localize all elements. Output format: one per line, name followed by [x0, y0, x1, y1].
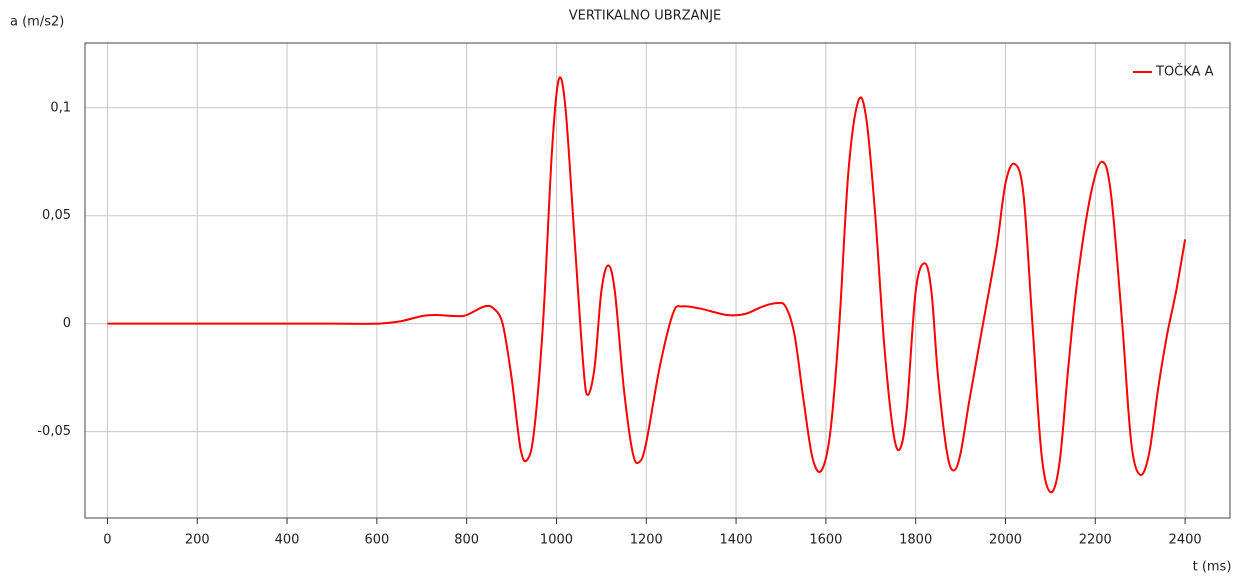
x-tick-label: 600: [364, 533, 389, 548]
x-tick-label: 1200: [630, 533, 663, 548]
data-line: [107, 76, 1187, 494]
x-tick-label: 2000: [989, 533, 1022, 548]
legend-label: TOČKA A: [1155, 64, 1214, 80]
y-tick-label: 0,05: [42, 208, 71, 223]
x-tick-label: 800: [454, 533, 479, 548]
x-tick-label: 2400: [1169, 533, 1202, 548]
x-tick-label: 2200: [1079, 533, 1112, 548]
x-tick-label: 1400: [720, 533, 753, 548]
x-tick-label: 0: [103, 533, 111, 548]
x-axis-label: t (ms): [1193, 560, 1232, 575]
x-tick-label: 200: [185, 533, 210, 548]
y-axis-label: a (m/s2): [10, 15, 64, 30]
plot-frame: [84, 42, 1231, 519]
x-tick-label: 1800: [899, 533, 932, 548]
y-tick-label: 0: [63, 316, 71, 331]
x-tick-label: 1600: [809, 533, 842, 548]
x-tick-label: 1000: [540, 533, 573, 548]
chart-title: VERTIKALNO UBRZANJE: [569, 9, 722, 24]
y-tick-label: -0,05: [37, 424, 71, 439]
x-tick-label: 400: [275, 533, 300, 548]
y-tick-label: 0,1: [50, 100, 71, 115]
